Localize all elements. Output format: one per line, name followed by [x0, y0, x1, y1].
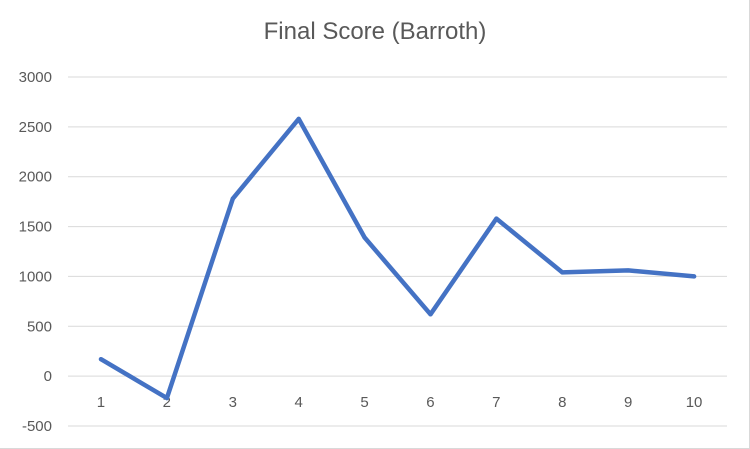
x-tick-label: 3 — [229, 394, 237, 411]
y-tick-label: 2000 — [19, 169, 52, 186]
data-point — [428, 312, 433, 317]
y-tick-label: 0 — [44, 368, 52, 385]
y-tick-label: 2500 — [19, 119, 52, 136]
x-tick-label: 6 — [426, 394, 434, 411]
data-point — [560, 270, 565, 275]
data-point — [296, 116, 301, 121]
data-point — [230, 196, 235, 201]
y-tick-label: 1500 — [19, 219, 52, 236]
x-tick-label: 5 — [360, 394, 368, 411]
data-point — [692, 274, 697, 279]
x-tick-label: 9 — [624, 394, 632, 411]
y-tick-label: 500 — [27, 318, 52, 335]
data-point — [98, 357, 103, 362]
x-axis-ticks: 1 2 3 4 5 6 7 8 9 10 — [97, 394, 703, 411]
data-point — [626, 268, 631, 273]
chart-title: Final Score (Barroth) — [263, 18, 487, 45]
x-tick-label: 8 — [558, 394, 566, 411]
data-point — [164, 396, 169, 401]
x-tick-label: 10 — [686, 394, 703, 411]
x-tick-label: 2 — [163, 394, 171, 411]
x-tick-label: 4 — [294, 394, 302, 411]
y-tick-label: 3000 — [19, 69, 52, 86]
data-point — [494, 216, 499, 221]
y-tick-label: 1000 — [19, 268, 52, 285]
series-layer — [98, 116, 697, 401]
y-tick-label: -500 — [22, 418, 52, 435]
gridlines — [68, 76, 727, 427]
x-tick-label: 7 — [492, 394, 500, 411]
series-line — [98, 116, 697, 401]
y-axis-ticks: -500 0 500 1000 1500 2000 2500 3000 — [19, 69, 52, 435]
data-point — [362, 235, 367, 240]
x-tick-label: 1 — [97, 394, 105, 411]
